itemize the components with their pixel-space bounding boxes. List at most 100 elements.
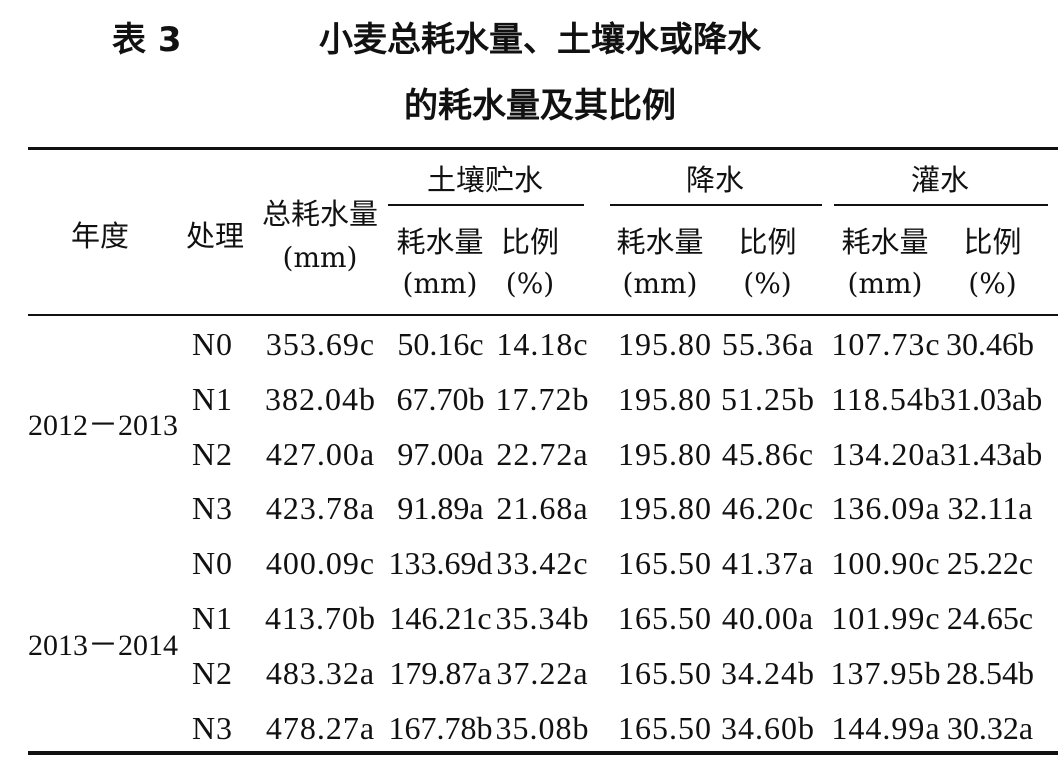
- header-irrigation: 灌水: [910, 163, 969, 197]
- cell-rain-amount: 165.50: [618, 710, 712, 746]
- table-bottom-rule: [28, 751, 1058, 755]
- cell-soil-amount: 50.16c: [397, 326, 484, 362]
- header-irrigation-ratio-unit: (%): [968, 267, 1017, 300]
- cell-rain-ratio: 55.36a: [721, 326, 815, 362]
- cell-soil-amount: 67.70b: [396, 381, 485, 417]
- cell-irrigation-ratio: 25.22c: [946, 545, 1034, 581]
- cell-soil-ratio: 37.22a: [496, 655, 589, 691]
- cell-rain-amount: 165.50: [618, 600, 712, 636]
- header-soil-ratio-unit: (%): [505, 267, 555, 300]
- cell-soil-amount: 91.89a: [397, 490, 484, 526]
- cell-irrigation-amount: 101.99c: [831, 600, 941, 636]
- cell-irrigation-amount: 136.09a: [831, 490, 941, 526]
- cell-irrigation-ratio: 31.43ab: [940, 436, 1043, 472]
- table-row: N1 382.04b 67.70b 17.72b 195.80 51.25b 118.54b…: [0, 379, 1064, 419]
- cell-soil-ratio: 35.08b: [495, 710, 590, 746]
- cell-rain-amount: 195.80: [618, 490, 712, 526]
- cell-irrigation-ratio: 30.46b: [946, 326, 1034, 362]
- cell-total: 382.04b: [265, 381, 376, 417]
- table-row: N2 483.32a 179.87a 37.22a 165.50 34.24b 137.95…: [0, 653, 1064, 693]
- header-total-unit: (mm): [282, 241, 358, 274]
- cell-rain-amount: 195.80: [618, 436, 712, 472]
- cell-irrigation-amount: 144.99a: [831, 710, 941, 746]
- table-row: N3 478.27a 167.78b 35.08b 165.50 34.60b 144.99…: [0, 708, 1064, 748]
- cell-treatment: N2: [191, 436, 234, 472]
- cell-treatment: N2: [191, 655, 234, 691]
- cell-total: 413.70b: [265, 600, 376, 636]
- table-top-rule: [28, 147, 1058, 150]
- cell-soil-amount: 133.69d: [388, 545, 493, 581]
- table-row: N1 413.70b 146.21c 35.34b 165.50 40.00a 101.99…: [0, 598, 1064, 638]
- cell-rain-ratio: 41.37a: [721, 545, 815, 581]
- header-bottom-rule: [28, 314, 1058, 316]
- cell-rain-ratio: 34.60b: [721, 710, 815, 746]
- cell-irrigation-amount: 137.95b: [830, 655, 942, 691]
- table-title-line-1: 小麦总耗水量、土壤水或降水: [319, 20, 761, 60]
- cell-rain-amount: 195.80: [618, 326, 712, 362]
- table-row: N0 353.69c 50.16c 14.18c 195.80 55.36a 107.73c…: [0, 324, 1064, 364]
- cell-total: 478.27a: [265, 710, 376, 746]
- cell-irrigation-ratio: 24.65c: [946, 600, 1034, 636]
- cell-soil-ratio: 21.68a: [496, 490, 589, 526]
- cell-total: 427.00a: [265, 436, 376, 472]
- header-rain-consumption-unit: (mm): [622, 267, 698, 300]
- table-row: N2 427.00a 97.00a 22.72a 195.80 45.86c 134.20a…: [0, 434, 1064, 474]
- cell-rain-ratio: 51.25b: [721, 381, 815, 417]
- header-total: 总耗水量: [261, 197, 378, 231]
- cell-irrigation-amount: 118.54b: [831, 381, 941, 417]
- cell-rain-ratio: 40.00a: [721, 600, 815, 636]
- cell-irrigation-amount: 134.20a: [831, 436, 941, 472]
- cell-treatment: N1: [191, 381, 234, 417]
- cell-total: 400.09c: [265, 545, 376, 581]
- header-soil-consumption-unit: (mm): [402, 267, 478, 300]
- cell-rain-ratio: 45.86c: [721, 436, 815, 472]
- cell-treatment: N3: [191, 710, 234, 746]
- cell-irrigation-ratio: 28.54b: [946, 655, 1034, 691]
- table-row: N3 423.78a 91.89a 21.68a 195.80 46.20c 136.09a…: [0, 488, 1064, 528]
- header-year: 年度: [70, 219, 129, 253]
- cell-rain-ratio: 46.20c: [721, 490, 815, 526]
- cell-rain-amount: 165.50: [618, 655, 712, 691]
- cell-irrigation-amount: 107.73c: [831, 326, 941, 362]
- cell-treatment: N3: [191, 490, 234, 526]
- header-rain-ratio: 比例: [738, 225, 797, 259]
- cell-irrigation-ratio: 31.03ab: [940, 381, 1043, 417]
- cell-soil-ratio: 22.72a: [496, 436, 589, 472]
- cell-rain-amount: 165.50: [618, 545, 712, 581]
- cell-total: 423.78a: [265, 490, 376, 526]
- header-rain: 降水: [685, 163, 744, 197]
- header-irrigation-ratio: 比例: [963, 225, 1022, 259]
- cell-soil-amount: 179.87a: [389, 655, 492, 691]
- table-title-line-2: 的耗水量及其比例: [404, 86, 676, 126]
- cell-rain-amount: 195.80: [618, 381, 712, 417]
- soil-group-rule: [388, 204, 584, 206]
- cell-treatment: N0: [191, 326, 234, 362]
- cell-soil-amount: 97.00a: [397, 436, 484, 472]
- rain-group-rule: [610, 204, 822, 206]
- cell-irrigation-amount: 100.90c: [831, 545, 941, 581]
- header-soil-ratio: 比例: [500, 225, 559, 259]
- table-label: 表 3: [112, 20, 182, 60]
- header-irrigation-consumption-unit: (mm): [847, 267, 923, 300]
- cell-treatment: N0: [191, 545, 234, 581]
- cell-total: 483.32a: [265, 655, 376, 691]
- cell-soil-ratio: 35.34b: [495, 600, 590, 636]
- header-soil: 土壤贮水: [426, 163, 543, 197]
- cell-irrigation-ratio: 32.11a: [947, 490, 1033, 526]
- irrigation-group-rule: [834, 204, 1048, 206]
- cell-soil-ratio: 14.18c: [496, 326, 589, 362]
- cell-soil-ratio: 17.72b: [495, 381, 590, 417]
- cell-soil-amount: 146.21c: [389, 600, 492, 636]
- table-row: N0 400.09c 133.69d 33.42c 165.50 41.37a 100.90…: [0, 543, 1064, 583]
- header-soil-consumption: 耗水量: [396, 225, 484, 259]
- cell-rain-ratio: 34.24b: [721, 655, 815, 691]
- cell-irrigation-ratio: 30.32a: [946, 710, 1034, 746]
- header-irrigation-consumption: 耗水量: [841, 225, 929, 259]
- cell-soil-amount: 167.78b: [388, 710, 493, 746]
- year-group-1: 2012－2013: [28, 409, 178, 442]
- header-rain-consumption: 耗水量: [616, 225, 704, 259]
- cell-total: 353.69c: [265, 326, 376, 362]
- year-group-2: 2013－2014: [28, 629, 178, 662]
- header-rain-ratio-unit: (%): [743, 267, 792, 300]
- cell-treatment: N1: [191, 600, 234, 636]
